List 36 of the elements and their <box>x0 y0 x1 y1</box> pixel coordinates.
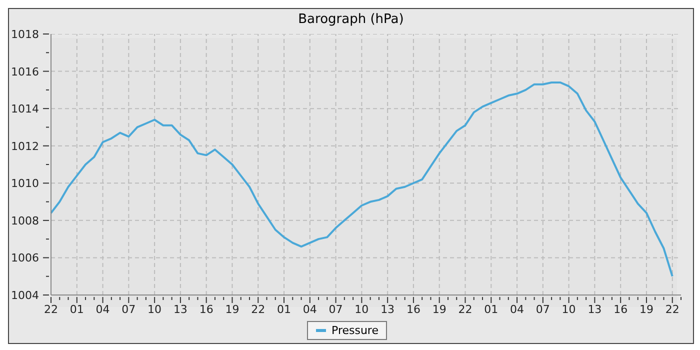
x-tick-label: 16 <box>199 303 214 316</box>
y-tick-label: 1004 <box>11 289 39 302</box>
x-tick-label: 22 <box>44 303 58 316</box>
x-tick-label: 01 <box>484 303 498 316</box>
line-series <box>50 81 674 278</box>
y-tick-label: 1008 <box>11 214 39 228</box>
y-tick-label: 1018 <box>11 28 39 41</box>
x-tick-label: 01 <box>277 303 292 316</box>
y-tick-label: 1012 <box>11 140 39 153</box>
x-tick-label: 19 <box>639 303 654 316</box>
x-tick-label: 10 <box>148 303 162 316</box>
x-tick-label: 04 <box>96 303 110 316</box>
x-tick-label: 04 <box>302 303 317 316</box>
x-tick-label: 22 <box>458 303 472 316</box>
x-tick-label: 22 <box>251 303 266 316</box>
x-tick-label: 04 <box>510 303 524 316</box>
x-tick-label: 10 <box>562 303 576 316</box>
x-tick-label: 07 <box>122 303 136 316</box>
x-tick-label: 10 <box>354 303 369 316</box>
x-tick-label: 16 <box>406 303 420 316</box>
x-tick-label: 13 <box>380 303 395 316</box>
legend-label: Pressure <box>330 324 378 337</box>
x-tick-label: 13 <box>173 303 188 316</box>
x-tick-label: 19 <box>225 303 240 316</box>
x-tick-label: 07 <box>328 303 343 316</box>
x-tick-label: 13 <box>588 303 602 316</box>
y-tick-label: 1016 <box>11 65 39 78</box>
chart-title: Barograph (hPa) <box>298 12 404 27</box>
x-tick-label: 22 <box>665 303 680 316</box>
x-tick-label: 01 <box>70 303 84 316</box>
x-tick-label: 07 <box>536 303 550 316</box>
y-tick-label: 1006 <box>11 252 39 265</box>
x-tick-label: 16 <box>614 303 628 316</box>
y-tick-label: 1014 <box>11 102 39 116</box>
x-tick-label: 19 <box>432 303 446 316</box>
y-tick-label: 1010 <box>11 177 39 190</box>
